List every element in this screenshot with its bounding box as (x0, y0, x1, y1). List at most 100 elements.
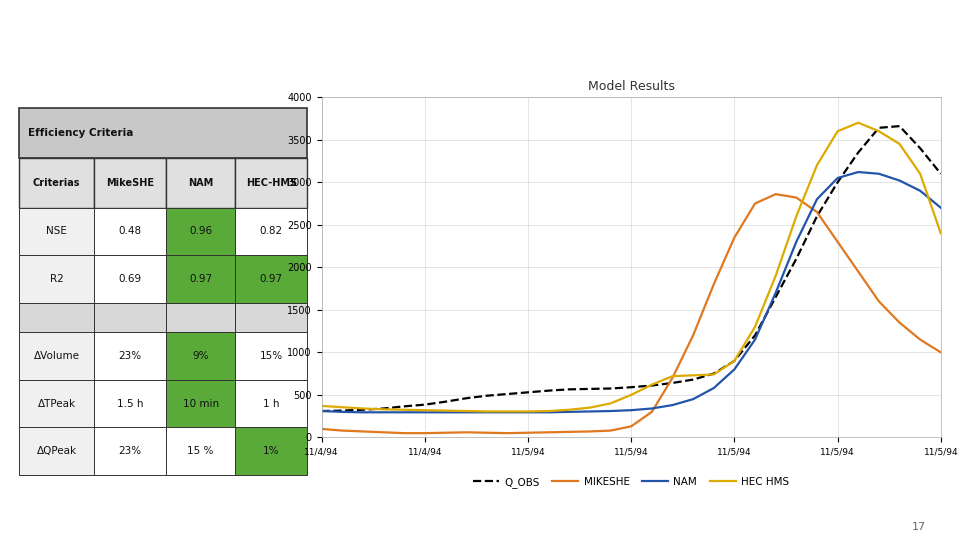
Bar (235, 158, 307, 207)
Q_OBS (398, 403, 410, 410)
Title: Model Results: Model Results (588, 80, 675, 93)
Line: HEC HMS: HEC HMS (322, 123, 941, 411)
Text: 0.97: 0.97 (259, 274, 283, 284)
Bar (166, 380, 235, 428)
NAM (687, 396, 699, 402)
Text: NSE: NSE (46, 226, 67, 237)
Q_OBS (811, 213, 823, 219)
Q_OBS (729, 357, 740, 364)
MIKESHE (811, 209, 823, 215)
MIKESHE (398, 430, 410, 436)
MIKESHE (357, 428, 369, 435)
NAM (914, 187, 925, 194)
HEC HMS (874, 128, 885, 134)
Bar (235, 428, 307, 475)
HEC HMS (564, 407, 575, 413)
NAM (874, 171, 885, 177)
HEC HMS (790, 213, 802, 219)
Bar (19, 255, 94, 303)
Q_OBS (605, 385, 616, 392)
Q_OBS (852, 149, 864, 156)
Q_OBS (790, 255, 802, 262)
HEC HMS (749, 323, 760, 330)
HEC HMS (440, 407, 451, 414)
HEC HMS (398, 407, 410, 413)
MIKESHE (749, 200, 760, 207)
Q_OBS (626, 384, 637, 390)
Bar (235, 303, 307, 332)
Text: Efficiency Criteria: Efficiency Criteria (28, 128, 133, 138)
MIKESHE (419, 430, 430, 436)
Text: 0.69: 0.69 (118, 274, 142, 284)
HEC HMS (316, 403, 327, 409)
Bar (235, 332, 307, 380)
NAM (316, 408, 327, 414)
HEC HMS (935, 230, 947, 237)
NAM (564, 409, 575, 415)
MIKESHE (852, 268, 864, 275)
Bar (19, 207, 94, 255)
NAM (708, 385, 720, 392)
MIKESHE (770, 191, 781, 198)
Q_OBS (687, 376, 699, 383)
Text: 9%: 9% (192, 351, 209, 361)
NAM (852, 169, 864, 176)
Q_OBS (357, 407, 369, 413)
NAM (894, 177, 905, 184)
Q_OBS (935, 171, 947, 177)
HEC HMS (461, 408, 472, 414)
MIKESHE (914, 336, 925, 343)
NAM (626, 407, 637, 414)
HEC HMS (708, 371, 720, 377)
Text: NAM: NAM (188, 178, 213, 188)
NAM (419, 409, 430, 416)
HEC HMS (770, 273, 781, 279)
NAM (605, 408, 616, 414)
Legend: Q_OBS, MIKESHE, NAM, HEC HMS: Q_OBS, MIKESHE, NAM, HEC HMS (469, 472, 793, 492)
Text: ΔVolume: ΔVolume (34, 351, 80, 361)
MIKESHE (894, 319, 905, 326)
Q_OBS (749, 332, 760, 339)
Q_OBS (316, 408, 327, 414)
HEC HMS (584, 404, 595, 411)
MIKESHE (336, 427, 348, 434)
HEC HMS (336, 404, 348, 410)
Bar (166, 428, 235, 475)
NAM (646, 405, 658, 411)
NAM (481, 409, 492, 416)
MIKESHE (626, 423, 637, 430)
Bar (235, 207, 307, 255)
Line: Q_OBS: Q_OBS (322, 126, 941, 411)
Bar (94, 428, 166, 475)
Text: 1 h: 1 h (263, 399, 279, 409)
Text: 23%: 23% (118, 447, 142, 456)
Text: 0.96: 0.96 (189, 226, 212, 237)
Bar (19, 108, 307, 158)
Q_OBS (646, 382, 658, 389)
Text: ΔQPeak: ΔQPeak (36, 447, 77, 456)
Q_OBS (377, 405, 390, 411)
Bar (19, 332, 94, 380)
Bar (94, 380, 166, 428)
HEC HMS (894, 141, 905, 147)
Q_OBS (564, 386, 575, 393)
NAM (377, 409, 390, 416)
NAM (749, 336, 760, 343)
MIKESHE (605, 427, 616, 434)
NAM (440, 409, 451, 416)
NAM (543, 409, 555, 416)
Q_OBS (831, 179, 843, 186)
HEC HMS (687, 372, 699, 379)
Bar (19, 303, 94, 332)
Bar (94, 207, 166, 255)
Bar (166, 255, 235, 303)
MIKESHE (790, 194, 802, 201)
Text: 1%: 1% (263, 447, 279, 456)
HEC HMS (729, 357, 740, 364)
NAM (398, 409, 410, 416)
Q_OBS (666, 380, 678, 386)
Q_OBS (440, 399, 451, 405)
Bar (235, 255, 307, 303)
Text: MikeSHE: MikeSHE (106, 178, 154, 188)
HEC HMS (543, 408, 555, 414)
